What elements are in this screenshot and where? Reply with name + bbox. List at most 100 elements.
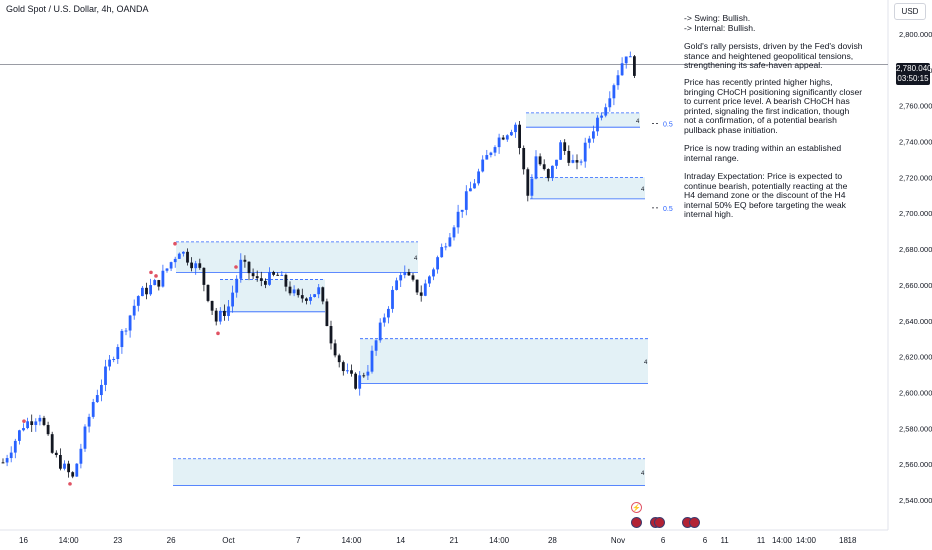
candle-body [415, 279, 419, 293]
candle-body [141, 287, 144, 297]
candle-body [567, 150, 571, 163]
lightning-event-icon[interactable]: ⚡ [631, 502, 642, 513]
candle-body [628, 56, 632, 58]
x-tick-label: 6 [661, 536, 666, 545]
candle-body [218, 310, 222, 322]
candle-body [452, 227, 456, 238]
candle-body [624, 56, 628, 64]
candle-body [391, 289, 394, 309]
note-line: stance and heightened geopolitical tensi… [684, 50, 854, 61]
candle-body [485, 155, 489, 160]
note-paragraph: Price is now trading within an establish… [684, 143, 854, 163]
note-line: Gold's rally persists, driven by the Fed… [684, 41, 863, 51]
note-line: H4 demand zone or the discount of the H4 [684, 190, 846, 201]
us-flag-event-icon[interactable] [654, 517, 665, 528]
candle-body [173, 258, 177, 263]
candle-body [247, 261, 251, 274]
note-line: internal high. [684, 209, 734, 220]
note-line: printed, signaling the first indication,… [684, 105, 850, 116]
candle-body [473, 183, 476, 189]
candle-body [202, 267, 206, 285]
pivot-marker [216, 331, 220, 336]
candle-body [546, 169, 550, 179]
us-flag-event-icon[interactable] [689, 517, 700, 528]
candle-body [186, 251, 189, 263]
note-line: internal 50% EQ before targeting the wea… [684, 199, 846, 210]
candle-body [206, 284, 210, 301]
candle-body [165, 268, 169, 271]
candle-body [317, 287, 321, 295]
candle-body [177, 253, 181, 259]
candle-body [354, 373, 357, 389]
candle-body [518, 124, 521, 149]
candle-body [79, 448, 83, 464]
candle-body [149, 285, 152, 295]
candle-body [136, 296, 140, 306]
candle-body [571, 160, 575, 163]
candle-body [600, 115, 603, 118]
candle-body [30, 421, 34, 425]
candle-body [411, 275, 415, 280]
demand-zone [360, 338, 648, 384]
candle-body [575, 160, 579, 163]
candle-body [419, 292, 423, 296]
candle-body [268, 271, 271, 285]
candle-body [251, 273, 255, 277]
pivot-marker [149, 270, 153, 275]
candle-body [227, 306, 230, 316]
candle-body [190, 262, 193, 269]
note-line: to current price level. A bearish CHoCH … [684, 96, 850, 107]
candle-body [551, 165, 554, 179]
x-tick-label: Oct [222, 536, 235, 545]
candle-body [555, 159, 558, 166]
last-price-badge: 2,780.040 03:50:15 [896, 63, 932, 85]
candle-body [612, 85, 616, 99]
note-line: Price has recently printed higher highs, [684, 77, 833, 87]
demand-zone [530, 177, 645, 199]
candle-body [403, 272, 407, 276]
candle-body [522, 148, 526, 170]
note-line: pullback phase initiation. [684, 124, 778, 135]
us-flag-event-icon[interactable] [631, 517, 642, 528]
candle-body [362, 375, 366, 377]
candle-body [42, 417, 46, 425]
candle-body [448, 237, 452, 247]
candle-body [538, 156, 542, 165]
candle-body [288, 286, 292, 294]
note-line: bringing CHoCH positioning significantly… [684, 86, 863, 97]
candle-body [592, 131, 595, 139]
price-axis[interactable] [888, 0, 932, 550]
x-tick-label: 7 [296, 536, 301, 545]
zone-label: 4 [644, 360, 648, 366]
candle-body [223, 310, 226, 316]
candle-body [534, 156, 538, 179]
y-tick-label: 2,680.000 [899, 245, 932, 254]
pivot-marker [154, 274, 158, 278]
candle-body [321, 287, 325, 302]
note-paragraph: Intraday Expectation: Price is expected … [684, 171, 854, 220]
candle-body [50, 434, 54, 453]
x-tick-label: 14:00 [772, 536, 793, 545]
candle-body [382, 317, 386, 323]
candle-body [608, 98, 612, 108]
candle-body [399, 275, 403, 281]
candle-body [46, 424, 50, 435]
note-paragraph: -> Swing: Bullish. -> Internal: Bullish. [684, 13, 854, 33]
candle-body [374, 340, 378, 351]
candle-body [67, 463, 70, 473]
candle-body [198, 263, 202, 268]
x-tick-label: 14 [396, 536, 405, 545]
eq-label: 0.5 [663, 206, 673, 213]
candle-body [272, 271, 275, 275]
candle-body [530, 178, 534, 196]
candle-body [292, 289, 296, 294]
x-tick-label: 14:00 [341, 536, 362, 545]
demand-zone [526, 112, 640, 128]
candle-body [100, 384, 103, 396]
candle-body [210, 300, 214, 311]
candle-body [395, 280, 398, 290]
candle-body [87, 416, 91, 427]
currency-selector[interactable]: USD [894, 3, 926, 20]
x-tick-label: 18 [839, 536, 848, 545]
